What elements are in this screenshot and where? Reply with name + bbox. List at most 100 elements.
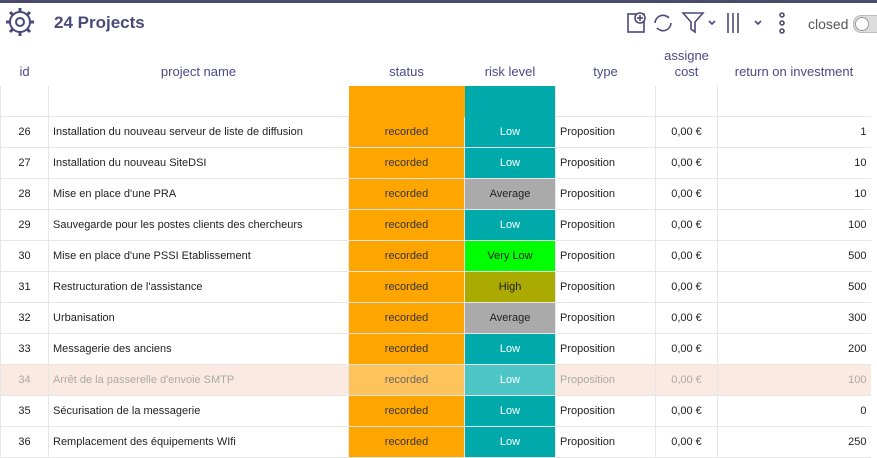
cell: recorded (348, 147, 465, 179)
cell: recorded (348, 271, 465, 303)
cell: 0 (717, 395, 871, 427)
cell: recorded (348, 395, 465, 427)
cell: 0,00 € (655, 333, 718, 365)
cell: Proposition (555, 271, 656, 303)
cell: High (464, 271, 556, 303)
cell: 500 (717, 240, 871, 272)
cell: Low (464, 147, 556, 179)
table-row[interactable]: 28 Mise en place d'une PRA recorded Average… (0, 178, 871, 210)
cell: Low (464, 209, 556, 241)
cell: Low (464, 116, 556, 148)
cell: recorded (348, 240, 465, 272)
cell: 0,00 € (655, 240, 718, 272)
column-header[interactable]: risk level (484, 64, 536, 79)
table-row[interactable]: 33 Messagerie des anciens recorded Low Propo… (0, 333, 871, 365)
cell: Low (464, 364, 556, 396)
cell: 10 (717, 178, 871, 210)
cell: Low (464, 395, 556, 427)
table-row[interactable]: 30 Mise en place d'une PSSI Etablissement… (0, 240, 871, 272)
column-header[interactable]: project name (160, 64, 237, 79)
table-row[interactable]: 26 Installation du nouveau serveur de lis… (0, 116, 871, 148)
cell: 0,00 € (655, 426, 718, 458)
cell: 500 (717, 271, 871, 303)
cell: 33 (0, 333, 49, 365)
title: 24 Projects (54, 13, 145, 32)
cell: Restructuration de l'assistance (48, 271, 349, 303)
cell: recorded (348, 426, 465, 458)
cell: recorded (348, 333, 465, 365)
table-row[interactable]: 35 Sécurisation de la messagerie recorded L… (0, 395, 871, 427)
table-row[interactable]: 36 Remplacement des équipements WIfi recor… (0, 426, 871, 458)
cell: 32 (0, 302, 49, 334)
cell: recorded (348, 302, 465, 334)
cell: Average (464, 178, 556, 210)
table-row[interactable]: 34 Arrêt de la passerelle d'envoie SMTP re… (0, 364, 871, 396)
cell: 0,00 € (655, 395, 718, 427)
closed-toggle[interactable] (853, 15, 877, 33)
cell: 36 (0, 426, 49, 458)
cell: Proposition (555, 302, 656, 334)
cell: Proposition (555, 147, 656, 179)
cell: Mise en place d'une PRA (48, 178, 349, 210)
cell: Proposition (555, 333, 656, 365)
cell: 100 (717, 364, 871, 396)
cell: 100 (717, 209, 871, 241)
cell: Installation du nouveau serveur de liste… (48, 116, 349, 148)
cell: Proposition (555, 209, 656, 241)
cell: 0,00 € (655, 178, 718, 210)
cell: 0,00 € (655, 302, 718, 334)
table-row[interactable]: 31 Restructuration de l'assistance recorde… (0, 271, 871, 303)
cell: 0,00 € (655, 116, 718, 148)
cell: Proposition (555, 116, 656, 148)
table-row[interactable]: 27 Installation du nouveau SiteDSI recorde… (0, 147, 871, 179)
cell: Low (464, 426, 556, 458)
cell: 10 (717, 147, 871, 179)
column-header[interactable]: type (593, 64, 618, 79)
cell: Proposition (555, 395, 656, 427)
settings-icon[interactable] (4, 6, 36, 38)
refresh-icon[interactable] (654, 14, 672, 32)
column-header[interactable]: return on investment (734, 64, 854, 79)
cell: 250 (717, 426, 871, 458)
cell: Proposition (555, 240, 656, 272)
cell: 0,00 € (655, 209, 718, 241)
top-bar (0, 0, 877, 3)
cell: 300 (717, 302, 871, 334)
cell: 30 (0, 240, 49, 272)
cell: Arrêt de la passerelle d'envoie SMTP (48, 364, 349, 396)
cell: 27 (0, 147, 49, 179)
cell: Remplacement des équipements WIfi (48, 426, 349, 458)
column-header[interactable]: status (389, 64, 424, 79)
cell: Proposition (555, 364, 656, 396)
cell: 1 (717, 116, 871, 148)
cell: 0,00 € (655, 364, 718, 396)
projects-table: id project name status risk level type assign… (0, 44, 871, 458)
cell: Urbanisation (48, 302, 349, 334)
cell: 200 (717, 333, 871, 365)
cell: recorded (348, 116, 465, 148)
cell: 0,00 € (655, 147, 718, 179)
cell: Installation du nouveau SiteDSI (48, 147, 349, 179)
cell: Sécurisation de la messagerie (48, 395, 349, 427)
cell: Proposition (555, 426, 656, 458)
cell: 26 (0, 116, 49, 148)
cell: Sauvegarde pour les postes clients des c… (48, 209, 349, 241)
toolbar (627, 12, 785, 34)
cell: recorded (348, 178, 465, 210)
cell: 34 (0, 364, 49, 396)
toggle-label: closed (808, 16, 849, 32)
table-row[interactable]: 32 Urbanisation recorded Average Proposition… (0, 302, 871, 334)
column-header[interactable]: id (19, 64, 30, 79)
cell: Average (464, 302, 556, 334)
table-row[interactable]: 29 Sauvegarde pour les postes clients des… (0, 209, 871, 241)
cell: Mise en place d'une PSSI Etablissement (48, 240, 349, 272)
filter-icon[interactable] (681, 12, 705, 34)
cell: 31 (0, 271, 49, 303)
cell: 28 (0, 178, 49, 210)
column-header[interactable]: assigne cost (664, 48, 709, 79)
cell: Proposition (555, 178, 656, 210)
cell: recorded (348, 209, 465, 241)
cell: Low (464, 333, 556, 365)
cell: 0,00 € (655, 271, 718, 303)
cell: 29 (0, 209, 49, 241)
